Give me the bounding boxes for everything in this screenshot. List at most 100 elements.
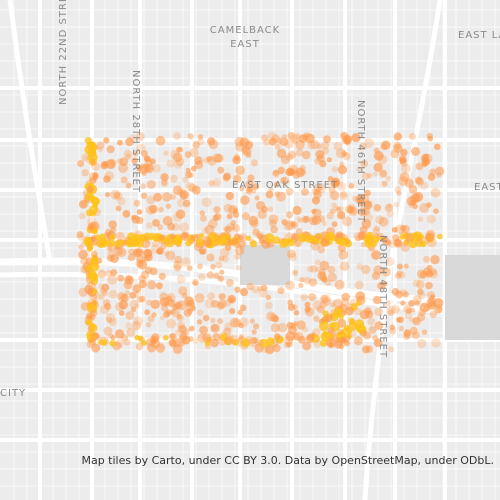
point <box>348 183 355 189</box>
point <box>136 132 145 141</box>
point <box>405 232 415 242</box>
point <box>105 313 116 324</box>
point <box>110 269 118 277</box>
point <box>241 145 250 155</box>
point <box>85 264 93 272</box>
point <box>420 181 429 190</box>
point <box>281 219 288 226</box>
point <box>218 293 226 301</box>
point <box>420 240 427 248</box>
point <box>76 231 84 238</box>
point <box>335 206 342 212</box>
point <box>289 133 299 143</box>
point <box>248 215 259 226</box>
point <box>138 235 146 242</box>
point <box>263 138 271 146</box>
area-label: CAMELBACK <box>210 25 280 36</box>
point <box>192 280 198 286</box>
point <box>280 176 290 185</box>
point <box>298 335 306 344</box>
point <box>337 211 346 220</box>
point <box>356 166 363 172</box>
point <box>108 289 118 299</box>
point <box>297 218 303 224</box>
point <box>91 257 98 264</box>
point <box>329 208 336 215</box>
point <box>245 152 252 158</box>
point <box>155 135 166 146</box>
point <box>202 333 212 343</box>
point <box>131 157 138 164</box>
point <box>437 233 443 240</box>
point <box>144 156 151 163</box>
point <box>393 201 400 208</box>
point <box>123 280 133 290</box>
point <box>77 160 85 168</box>
point <box>419 302 430 313</box>
point <box>426 202 432 208</box>
point <box>294 239 302 247</box>
point <box>202 227 209 235</box>
point <box>176 274 186 284</box>
point <box>359 309 370 320</box>
point <box>344 205 354 214</box>
point <box>300 293 308 301</box>
point <box>384 203 393 212</box>
block <box>240 245 500 340</box>
point <box>421 154 429 162</box>
point <box>373 204 382 212</box>
point <box>328 186 336 194</box>
point <box>192 338 199 344</box>
point <box>430 255 440 265</box>
point <box>405 307 412 314</box>
point <box>303 276 312 285</box>
point <box>339 192 349 201</box>
point <box>292 205 302 215</box>
point <box>212 178 222 187</box>
point <box>154 233 163 242</box>
point <box>190 305 197 312</box>
point <box>89 324 98 333</box>
point <box>173 236 183 246</box>
point <box>181 257 191 267</box>
point <box>298 282 304 288</box>
point <box>274 143 281 150</box>
point <box>395 224 405 235</box>
point <box>430 187 441 198</box>
point <box>92 203 98 209</box>
point <box>249 240 258 248</box>
point <box>381 235 389 243</box>
point <box>86 339 96 349</box>
point <box>367 317 376 326</box>
point <box>296 227 303 235</box>
point <box>417 313 426 322</box>
point <box>114 192 121 199</box>
point <box>210 264 216 270</box>
point <box>258 288 268 298</box>
point <box>248 337 259 348</box>
point <box>132 284 142 293</box>
point <box>429 310 437 319</box>
point <box>234 286 241 293</box>
point <box>141 150 148 157</box>
point <box>117 274 125 282</box>
point <box>159 235 165 241</box>
point <box>89 274 96 281</box>
point <box>317 184 327 194</box>
point <box>194 293 205 303</box>
point <box>246 282 254 291</box>
point <box>238 334 244 340</box>
point <box>400 242 410 252</box>
point <box>288 239 296 247</box>
point <box>400 300 406 306</box>
point <box>313 339 322 348</box>
point <box>78 200 88 209</box>
point <box>342 216 353 227</box>
point <box>296 216 302 222</box>
point <box>118 163 128 173</box>
point <box>133 199 141 207</box>
point <box>331 221 338 228</box>
area-label: EAST <box>474 182 500 193</box>
point <box>375 215 385 225</box>
point <box>166 295 172 301</box>
